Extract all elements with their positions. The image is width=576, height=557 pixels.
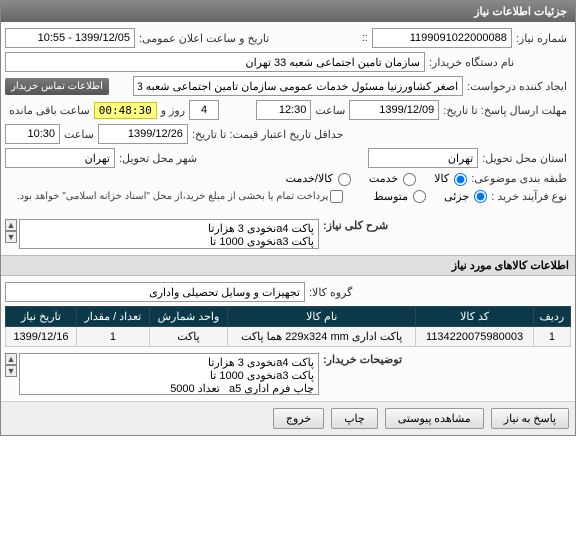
creator-label: ایجاد کننده درخواست: bbox=[463, 80, 571, 93]
buyer-label: نام دستگاه خریدار: bbox=[425, 56, 518, 69]
items-area: گروه کالا: ردیف کد کالا نام کالا واحد شم… bbox=[1, 276, 575, 401]
th-unit: واحد شمارش bbox=[149, 307, 227, 327]
daysleft-field bbox=[189, 100, 219, 120]
opt-medium-radio[interactable] bbox=[413, 190, 426, 203]
th-qty: تعداد / مقدار bbox=[76, 307, 149, 327]
cell-unit: پاکت bbox=[149, 327, 227, 347]
city-field bbox=[5, 148, 115, 168]
attach-button[interactable]: مشاهده پیوستی bbox=[385, 408, 484, 429]
anstime-field bbox=[256, 100, 311, 120]
opt-medium-label: متوسط bbox=[373, 190, 426, 204]
form-top: شماره نیاز: :: تاریخ و ساعت اعلان عمومی:… bbox=[1, 22, 575, 255]
th-name: نام کالا bbox=[228, 307, 416, 327]
print-button[interactable]: چاپ bbox=[331, 408, 378, 429]
section-items-title: اطلاعات کالاهای مورد نیاز bbox=[1, 255, 575, 276]
panel-title: جزئیات اطلاعات نیاز bbox=[474, 6, 567, 18]
validdate-field bbox=[98, 124, 188, 144]
group-label: گروه کالا: bbox=[305, 286, 356, 299]
budget-label: طبقه بندی موضوعی: bbox=[467, 172, 571, 185]
cell-qty: 1 bbox=[76, 327, 149, 347]
anntime-field bbox=[5, 28, 135, 48]
opt-goodservice-radio[interactable] bbox=[338, 173, 351, 186]
creator-field bbox=[133, 76, 463, 96]
cell-needdate: 1399/12/16 bbox=[6, 327, 77, 347]
reqno-field bbox=[372, 28, 512, 48]
proctype-label: نوع فرآیند خرید : bbox=[487, 190, 571, 203]
buyernotes-label: توضیحات خریدار: bbox=[319, 353, 406, 366]
reqno-label: شماره نیاز: bbox=[512, 32, 571, 45]
opt-goods-label: کالا bbox=[434, 172, 467, 186]
ansdate-field bbox=[349, 100, 439, 120]
dayword-label: روز و bbox=[157, 104, 189, 117]
opt-service-radio[interactable] bbox=[403, 173, 416, 186]
buyer-field bbox=[5, 52, 425, 72]
indicator-1: :: bbox=[358, 32, 372, 44]
buyer-contact-button[interactable]: اطلاعات تماس خریدار bbox=[5, 78, 109, 95]
validtime-field bbox=[5, 124, 60, 144]
cell-code: 1134220075980003 bbox=[416, 327, 533, 347]
city-label: شهر محل تحویل: bbox=[115, 152, 201, 165]
time-label-1: ساعت bbox=[311, 104, 349, 117]
panel-header: جزئیات اطلاعات نیاز bbox=[1, 1, 575, 22]
treasury-note: پرداخت تمام یا بخشی از مبلغ خرید،از محل … bbox=[17, 191, 329, 202]
opt-partial-label: جزئی bbox=[444, 190, 487, 204]
maindesc-label: شرح کلی نیاز: bbox=[319, 219, 392, 232]
cell-row: 1 bbox=[533, 327, 570, 347]
countdown-timer: 00:48:30 bbox=[94, 102, 157, 119]
time-label-2: ساعت bbox=[60, 128, 98, 141]
table-row[interactable]: 1 1134220075980003 پاکت اداری 229x324 mm… bbox=[6, 327, 571, 347]
th-code: کد کالا bbox=[416, 307, 533, 327]
expand-up-icon[interactable]: ▲ bbox=[5, 219, 17, 231]
button-bar: پاسخ به نیاز مشاهده پیوستی چاپ خروج bbox=[1, 401, 575, 435]
details-panel: جزئیات اطلاعات نیاز شماره نیاز: :: تاریخ… bbox=[0, 0, 576, 436]
maindesc-field bbox=[19, 219, 319, 249]
th-needdate: تاریخ نیاز bbox=[6, 307, 77, 327]
opt-partial-radio[interactable] bbox=[474, 190, 487, 203]
validprice-label: حداقل تاریخ اعتبار قیمت: تا تاریخ: bbox=[188, 128, 347, 141]
group-field bbox=[5, 282, 305, 302]
buyernotes-field bbox=[19, 353, 319, 395]
notes-expand-up-icon[interactable]: ▲ bbox=[5, 353, 17, 365]
cell-name: پاکت اداری 229x324 mm هما پاکت bbox=[228, 327, 416, 347]
items-table: ردیف کد کالا نام کالا واحد شمارش تعداد /… bbox=[5, 306, 571, 347]
opt-goods-radio[interactable] bbox=[454, 173, 467, 186]
province-label: استان محل تحویل: bbox=[478, 152, 571, 165]
answer-button[interactable]: پاسخ به نیاز bbox=[491, 408, 569, 429]
opt-goodservice-label: کالا/خدمت bbox=[286, 172, 351, 186]
opt-service-label: خدمت bbox=[369, 172, 416, 186]
th-row: ردیف bbox=[533, 307, 570, 327]
province-field bbox=[368, 148, 478, 168]
exit-button[interactable]: خروج bbox=[273, 408, 324, 429]
treasury-checkbox[interactable] bbox=[330, 190, 343, 203]
notes-expand-down-icon[interactable]: ▼ bbox=[5, 365, 17, 377]
ansdeadline-label: مهلت ارسال پاسخ: تا تاریخ: bbox=[439, 104, 571, 117]
expand-down-icon[interactable]: ▼ bbox=[5, 231, 17, 243]
remain-label: ساعت باقی مانده bbox=[5, 104, 94, 117]
anntime-label: تاریخ و ساعت اعلان عمومی: bbox=[135, 32, 273, 45]
